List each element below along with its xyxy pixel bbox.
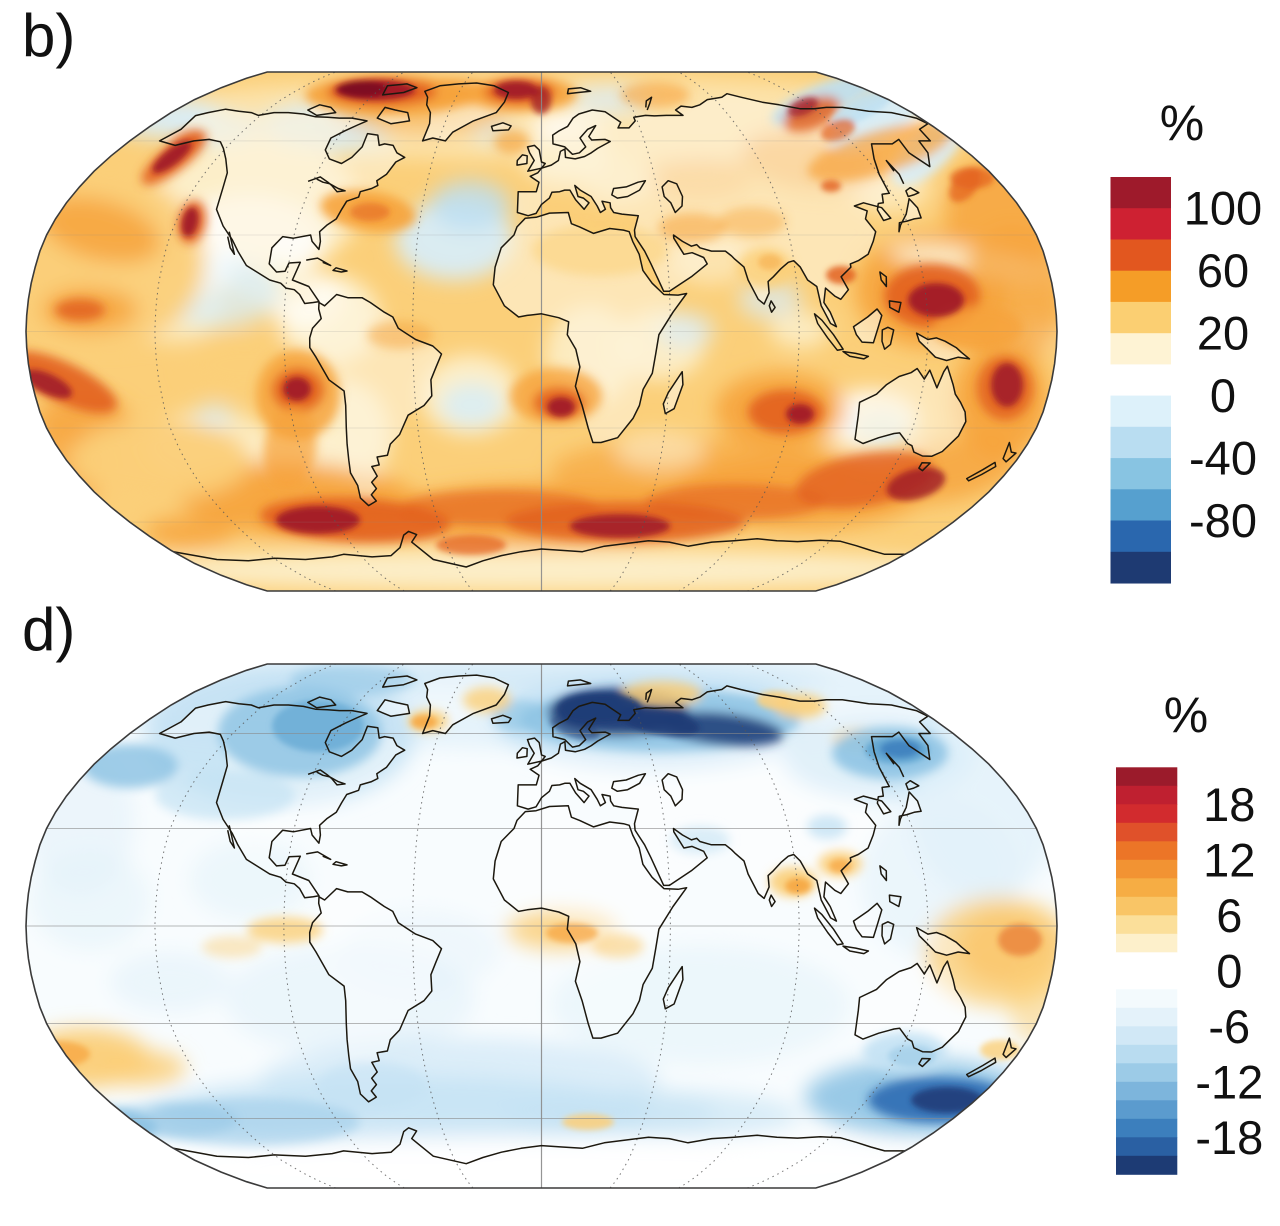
svg-text:%: % [1164, 687, 1208, 743]
svg-text:%: % [1160, 95, 1204, 151]
svg-text:0: 0 [1210, 369, 1236, 422]
svg-text:b): b) [22, 2, 75, 69]
svg-text:-6: -6 [1208, 1000, 1250, 1053]
svg-text:-12: -12 [1195, 1055, 1263, 1108]
svg-text:100: 100 [1184, 182, 1262, 235]
svg-text:-18: -18 [1195, 1111, 1263, 1164]
svg-text:6: 6 [1216, 889, 1242, 942]
svg-text:18: 18 [1203, 778, 1255, 831]
svg-text:-40: -40 [1189, 432, 1257, 485]
svg-text:20: 20 [1197, 307, 1249, 360]
svg-text:60: 60 [1197, 244, 1249, 297]
svg-text:12: 12 [1203, 833, 1255, 886]
svg-text:0: 0 [1216, 944, 1242, 997]
svg-text:-80: -80 [1189, 494, 1257, 547]
svg-text:d): d) [22, 596, 75, 663]
